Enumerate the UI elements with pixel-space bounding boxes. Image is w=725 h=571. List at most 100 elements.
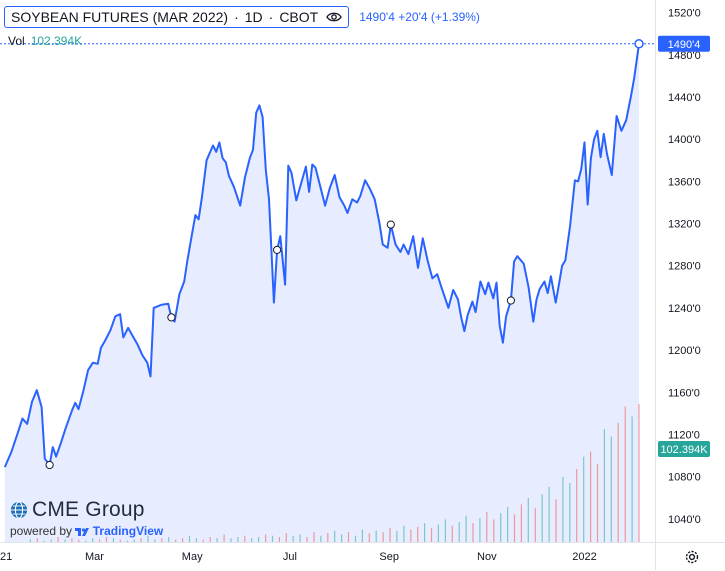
x-tick-label: 2021 [0,551,12,563]
volume-bar [313,532,315,542]
volume-bar [389,528,391,542]
y-tick-label: 1360'0 [668,176,701,188]
y-tick-label: 1040'0 [668,514,701,526]
x-tick-label: Nov [477,551,497,563]
event-marker [273,245,282,254]
last-price: 1490'4 [359,10,395,24]
settings-button[interactable] [683,548,701,571]
volume-bar [71,538,73,542]
y-tick-label: 1480'0 [668,50,701,62]
y-tick-label: 1240'0 [668,303,701,315]
eye-icon[interactable] [326,11,342,23]
volume-bar [230,538,232,542]
last-price-label: 1490'4 [668,39,701,51]
volume-bar [513,514,516,542]
volume-bar [126,540,128,542]
volume-bar [562,476,564,542]
volume-bar [403,525,405,542]
volume-bar [576,469,578,542]
volume-bar [534,508,536,542]
volume-bar [493,519,495,542]
y-tick-label: 1280'0 [668,261,701,273]
volume-bar [638,404,640,542]
volume-bar [306,537,308,542]
volume-bar [354,535,357,542]
volume-value-label-bg [658,441,710,457]
chart-legend: SOYBEAN FUTURES (MAR 2022) · 1D · CBOT 1… [4,5,480,29]
volume-title: Vol [8,34,25,48]
volume-bar [285,533,287,542]
event-marker [45,460,54,470]
last-price-marker [634,39,644,49]
tradingview-name: TradingView [92,524,164,538]
volume-bar [368,533,370,542]
volume-bar [50,539,52,542]
volume-bar [133,539,135,542]
volume-bar [327,533,329,542]
y-tick-label: 1160'0 [668,387,700,399]
volume-value: 102.394K [30,34,83,48]
volume-bar [347,532,350,542]
interval-separator: · [234,9,239,25]
volume-bar [195,538,197,542]
volume-bar [265,534,267,542]
volume-bar [216,538,218,542]
volume-bar [479,518,481,542]
volume-bar [631,416,633,542]
y-tick-label: 1080'0 [668,472,701,484]
volume-bar [520,504,522,542]
volume-bar [43,540,45,542]
volume-bar [161,538,163,542]
volume-bar [105,537,108,542]
volume-value-label: 102.394K [660,444,708,456]
volume-bar [500,513,502,542]
event-marker [167,313,176,322]
volume-bar [458,521,460,542]
volume-bar [617,422,619,542]
volume-bar [590,451,592,542]
price-area-fill [4,43,640,543]
volume-bar [472,523,474,542]
cme-logo[interactable]: CME Group [10,498,163,522]
x-tick-label: 2022 [572,551,596,563]
volume-bar [119,539,121,542]
volume-bar [583,456,585,542]
volume-bar [555,499,557,542]
y-tick-label: 1520'0 [668,8,701,20]
powered-by-text[interactable]: powered by TradingView [10,524,163,538]
volume-bar [624,406,626,542]
volume-bar [278,537,280,542]
volume-bar [417,526,419,542]
symbol-selector[interactable]: SOYBEAN FUTURES (MAR 2022) · 1D · CBOT [4,6,350,28]
volume-bar [168,537,170,542]
volume-bar [29,539,31,542]
volume-bar [78,539,80,542]
exchange-separator: · [268,9,274,25]
tradingview-logo: TradingView [75,524,163,538]
exchange-label: CBOT [279,9,319,25]
volume-bar [610,436,612,542]
x-tick-label: Sep [379,551,399,563]
y-tick-label: 1320'0 [668,219,701,231]
price-change: +20'4 [398,10,428,24]
volume-bar [175,539,177,542]
event-marker [506,296,515,305]
volume-bar [320,535,322,542]
y-tick-label: 1440'0 [668,92,701,104]
event-marker [386,220,395,229]
globe-icon [10,501,28,519]
powered-label: powered by [10,524,73,538]
tradingview-icon [75,527,90,536]
price-quote: 1490'4 +20'4 (+1.39%) [359,10,480,24]
volume-bar [258,537,260,542]
gear-icon [685,550,699,564]
price-line [3,43,640,468]
brand-name: CME Group [32,498,145,521]
volume-bar [548,486,550,542]
volume-bar [541,494,543,542]
volume-bar [188,535,191,542]
volume-bar [57,537,59,542]
volume-bar [334,530,336,542]
